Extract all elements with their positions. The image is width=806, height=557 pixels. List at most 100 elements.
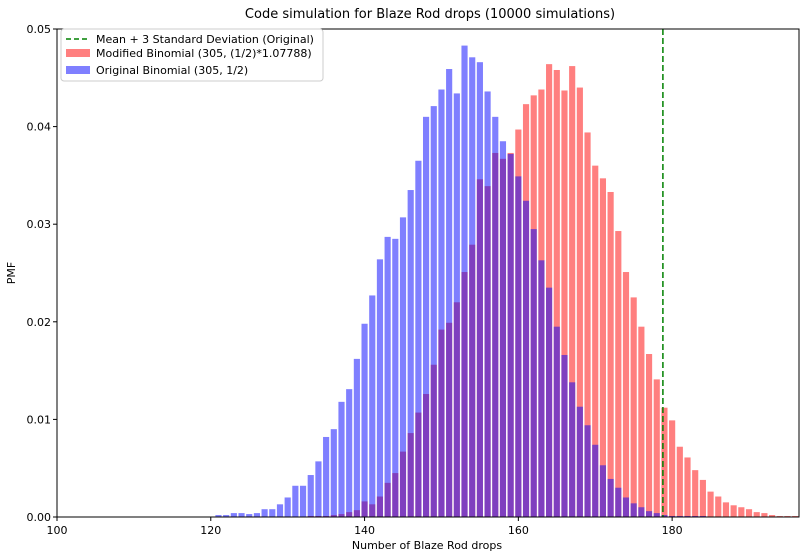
x-axis-label: Number of Blaze Rod drops [352, 539, 502, 552]
bar-original-177 [645, 511, 653, 517]
bar-modified-181 [676, 446, 683, 517]
bar-original-147 [415, 160, 422, 517]
bar-original-132 [299, 485, 307, 517]
bar-original-173 [615, 487, 622, 517]
bar-original-154 [469, 57, 476, 517]
bar-modified-170 [592, 165, 599, 517]
y-axis-label: PMF [5, 262, 18, 284]
legend-label-vline: Mean + 3 Standard Deviation (Original) [96, 33, 314, 46]
bar-original-148 [423, 116, 430, 517]
bar-original-152 [453, 93, 460, 517]
bar-modified-168 [576, 87, 583, 517]
bar-modified-176 [638, 326, 645, 517]
bar-original-179 [661, 515, 668, 517]
bar-original-160 [515, 176, 522, 517]
bar-original-167 [569, 382, 576, 517]
legend-original-swatch [66, 66, 90, 74]
bar-modified-169 [584, 132, 591, 517]
bar-original-138 [346, 389, 353, 517]
y-tick-label: 0.05 [27, 23, 52, 36]
bar-modified-191 [753, 512, 760, 517]
bar-modified-180 [669, 420, 676, 517]
bar-original-126 [253, 513, 260, 517]
x-tick-label: 140 [354, 524, 375, 537]
legend-modified-swatch [66, 49, 90, 57]
bar-modified-190 [745, 509, 753, 517]
bar-original-156 [484, 91, 491, 517]
bar-original-172 [607, 478, 614, 517]
bar-original-124 [238, 513, 245, 517]
bar-modified-178 [653, 379, 660, 517]
bar-modified-177 [645, 354, 653, 517]
bar-original-129 [276, 504, 284, 517]
bar-modified-184 [699, 479, 706, 517]
bar-original-161 [522, 200, 530, 517]
bar-modified-175 [630, 297, 637, 517]
bar-original-140 [361, 323, 368, 517]
bar-original-151 [446, 69, 453, 517]
y-tick-label: 0.00 [27, 511, 52, 524]
bar-original-178 [653, 513, 660, 517]
legend-box [60, 28, 324, 82]
bar-original-137 [338, 401, 345, 517]
bar-modified-185 [707, 491, 714, 517]
bar-original-145 [399, 217, 407, 517]
bar-modified-173 [615, 231, 622, 517]
bar-original-164 [546, 287, 553, 517]
bar-modified-192 [761, 513, 768, 517]
chart-title: Code simulation for Blaze Rod drops (100… [245, 7, 615, 22]
bar-original-133 [307, 475, 314, 517]
bar-original-136 [330, 429, 337, 517]
y-tick-label: 0.02 [27, 316, 52, 329]
bar-original-122 [223, 515, 230, 517]
bar-original-127 [261, 509, 268, 517]
bar-original-169 [584, 425, 591, 517]
bar-original-134 [315, 461, 322, 517]
bar-original-158 [499, 141, 507, 517]
bar-modified-171 [599, 178, 607, 517]
bar-original-168 [576, 406, 583, 517]
bar-original-128 [269, 509, 276, 517]
y-tick-label: 0.01 [27, 413, 52, 426]
bars-original-binomial [215, 45, 706, 517]
bar-original-155 [476, 62, 483, 517]
bar-original-144 [392, 238, 399, 517]
bar-modified-188 [730, 505, 737, 517]
bar-original-174 [622, 497, 630, 517]
bar-original-157 [492, 116, 499, 517]
bar-modified-186 [715, 496, 722, 517]
legend-label-modified: Modified Binomial (305, (1/2)*1.07788) [96, 47, 312, 60]
bar-modified-193 [769, 515, 776, 517]
bar-modified-187 [722, 502, 730, 517]
bar-modified-167 [569, 66, 576, 517]
plot-frame [56, 28, 800, 518]
legend-label-original: Original Binomial (305, 1/2) [96, 64, 248, 77]
bar-original-165 [553, 326, 560, 517]
bar-modified-182 [684, 457, 691, 517]
bar-original-153 [461, 45, 468, 517]
bar-modified-172 [607, 191, 614, 517]
x-tick-label: 100 [47, 524, 68, 537]
bar-original-166 [561, 354, 568, 517]
bar-modified-174 [622, 272, 630, 517]
x-axis-ticks: 100 120 140 160 180 [47, 517, 683, 537]
plot-area [215, 29, 799, 517]
bar-modified-166 [561, 90, 568, 517]
y-tick-label: 0.03 [27, 218, 52, 231]
bar-original-170 [592, 444, 599, 517]
bar-original-162 [530, 229, 537, 517]
bar-original-125 [246, 514, 253, 517]
bar-original-130 [284, 497, 291, 517]
bar-original-159 [507, 153, 514, 517]
bar-original-146 [407, 190, 414, 517]
bar-original-163 [538, 260, 545, 517]
bar-original-150 [438, 89, 445, 517]
bar-original-121 [215, 515, 222, 517]
y-tick-label: 0.04 [27, 121, 52, 134]
x-tick-label: 180 [662, 524, 683, 537]
bar-modified-165 [553, 69, 560, 517]
bar-original-131 [292, 485, 299, 517]
x-tick-label: 120 [200, 524, 221, 537]
bar-original-139 [353, 358, 360, 517]
